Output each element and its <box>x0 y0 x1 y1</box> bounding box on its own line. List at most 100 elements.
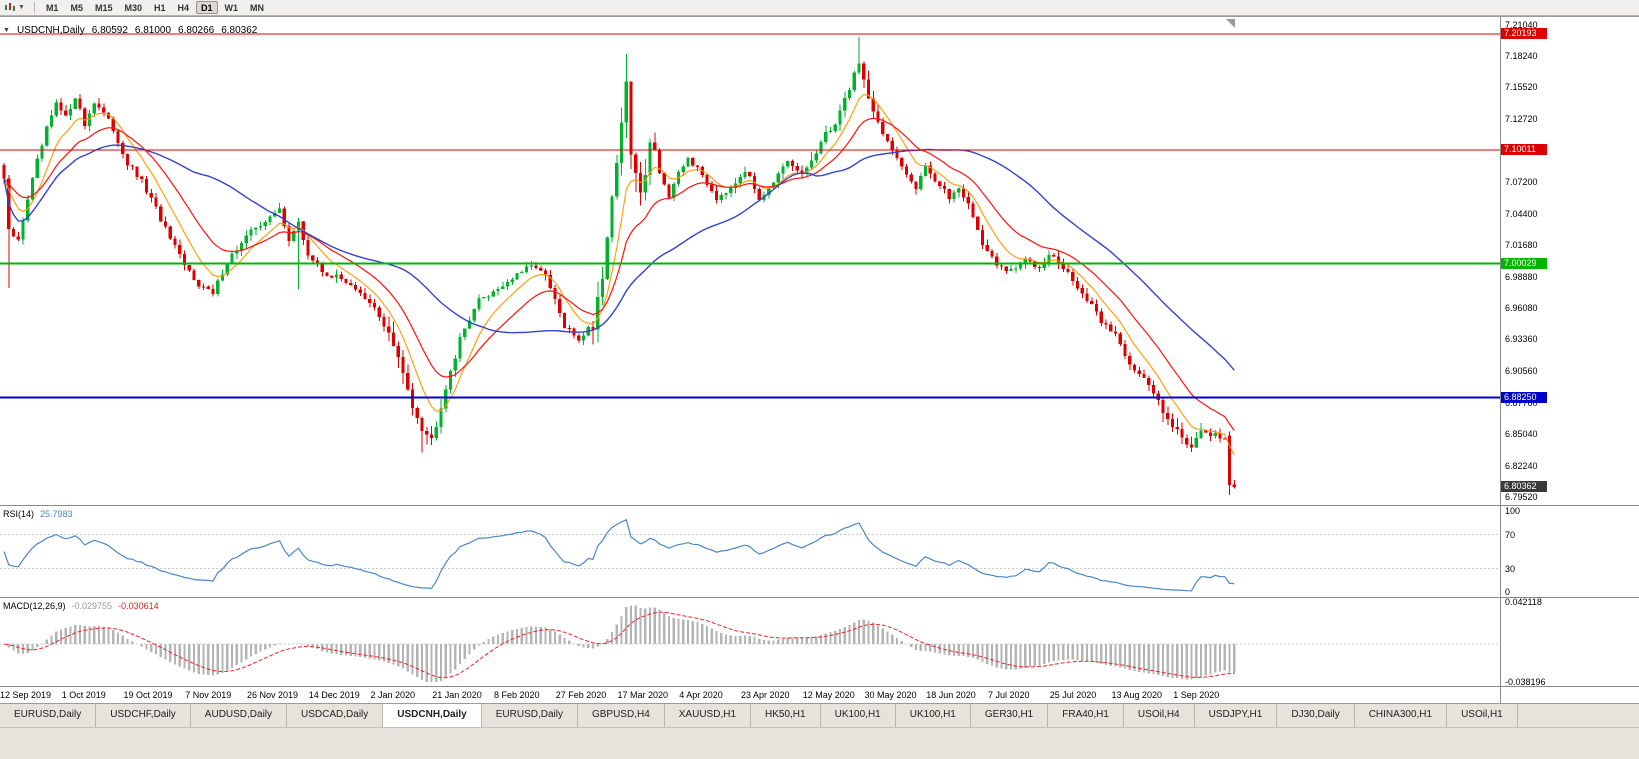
macd-histogram <box>7 605 1236 682</box>
date-axis-label: 7 Jul 2020 <box>988 690 1030 700</box>
chart-tab-6-gbpusd-h4[interactable]: GBPUSD,H4 <box>578 704 665 727</box>
chart-tab-3-usdcad-daily[interactable]: USDCAD,Daily <box>287 704 384 727</box>
timeframe-button-w1[interactable]: W1 <box>224 3 239 13</box>
rsi-line-svg <box>0 518 1500 592</box>
scroll-to-end-button[interactable] <box>1226 19 1235 28</box>
price-axis-label: 6.87760 <box>1505 398 1538 409</box>
chart-tab-15-dj30-daily[interactable]: DJ30,Daily <box>1277 704 1355 727</box>
main-chart-panel: ▼ USDCNH,Daily 6.80592 6.81000 6.80266 6… <box>0 16 1639 505</box>
toolbar-separator <box>33 2 35 13</box>
timeframe-toolbar: ▼ M1 M5 M15 M30 H1 H4 D1 W1 MN <box>0 0 1639 16</box>
ohlc-low: 6.80266 <box>178 25 215 36</box>
rsi-chart[interactable]: RSI(14) 25.7983 <box>0 506 1500 597</box>
timeframe-button-h1[interactable]: H1 <box>154 3 166 13</box>
timeframe-button-m1[interactable]: M1 <box>45 3 59 13</box>
timeframe-button-h4[interactable]: H4 <box>177 3 190 13</box>
date-axis-label: 14 Dec 2019 <box>308 690 360 700</box>
rsi-value: 25.7983 <box>40 509 73 519</box>
date-axis-label: 8 Feb 2020 <box>494 690 540 700</box>
chart-tab-16-china300-h1[interactable]: CHINA300,H1 <box>1355 704 1448 727</box>
chart-tab-12-fra40-h1[interactable]: FRA40,H1 <box>1048 704 1124 727</box>
timeframe-button-m15[interactable]: M15 <box>94 3 113 13</box>
timeframe-button-d1[interactable]: D1 <box>196 1 218 14</box>
price-level-badge: 7.00029 <box>1501 257 1547 269</box>
chart-tab-10-uk100-h1[interactable]: UK100,H1 <box>896 704 971 727</box>
date-axis-label: 13 Aug 2020 <box>1111 690 1163 700</box>
date-axis-label: 4 Apr 2020 <box>679 690 723 700</box>
date-axis-corner <box>1500 687 1639 703</box>
price-level-badge: 7.20193 <box>1501 28 1547 40</box>
macd-panel: MACD(12,26,9) -0.029755 -0.030614 0.0421… <box>0 597 1639 686</box>
date-labels: 12 Sep 2019 1 Oct 2019 19 Oct 2019 7 Nov 20… <box>0 687 1500 703</box>
macd-chart[interactable]: MACD(12,26,9) -0.029755 -0.030614 <box>0 598 1500 686</box>
chart-tab-1-usdchf-daily[interactable]: USDCHF,Daily <box>96 704 191 727</box>
rsi-label: RSI(14) 25.7983 <box>3 509 73 519</box>
candlestick-chart[interactable]: ▼ USDCNH,Daily 6.80592 6.81000 6.80266 6… <box>0 17 1500 505</box>
price-axis-label: 7.15520 <box>1505 82 1538 93</box>
timeframe-button-mn[interactable]: MN <box>250 3 265 13</box>
chart-tab-13-usoil-h4[interactable]: USOil,H4 <box>1124 704 1195 727</box>
symbol-dropdown-icon[interactable]: ▼ <box>3 27 10 34</box>
rsi-axis-label: 100 <box>1505 506 1521 516</box>
price-axis-label: 7.04400 <box>1505 208 1538 219</box>
chart-title: USDCNH,Daily <box>16 25 85 36</box>
chart-tab-9-uk100-h1[interactable]: UK100,H1 <box>821 704 896 727</box>
macd-axis-max: 0.042118 <box>1505 598 1542 607</box>
candle-layer <box>2 37 1236 495</box>
date-axis-label: 19 Oct 2019 <box>123 690 173 700</box>
chart-tab-11-ger30-h1[interactable]: GER30,H1 <box>971 704 1049 727</box>
date-axis-label: 21 Jan 2020 <box>432 690 482 700</box>
chart-tab-4-usdcnh-daily[interactable]: USDCNH,Daily <box>383 704 482 727</box>
rsi-axis: 100 70 30 0 <box>1500 506 1639 597</box>
date-axis-label: 25 Jul 2020 <box>1049 690 1097 700</box>
price-axis-label: 7.01680 <box>1505 239 1538 250</box>
rsi-axis-label: 70 <box>1505 529 1516 540</box>
macd-axis-min: -0.038196 <box>1505 677 1546 686</box>
date-axis-label: 17 Mar 2020 <box>617 690 669 700</box>
price-axis-label: 7.07200 <box>1505 176 1538 187</box>
chart-header: ▼ USDCNH,Daily 6.80592 6.81000 6.80266 6… <box>3 25 257 36</box>
timeframe-button-m5[interactable]: M5 <box>70 3 83 13</box>
rsi-panel: RSI(14) 25.7983 100 70 30 0 <box>0 505 1639 597</box>
date-axis-label: 2 Jan 2020 <box>370 690 416 700</box>
chart-type-icon[interactable] <box>4 2 16 13</box>
price-axis-label: 7.18240 <box>1505 51 1538 62</box>
rsi-name: RSI(14) <box>3 509 35 519</box>
price-axis-label: 7.21040 <box>1505 19 1538 30</box>
price-axis-label: 6.90560 <box>1505 366 1538 377</box>
current-price-badge: 6.80362 <box>1501 481 1547 493</box>
date-axis-label: 7 Nov 2019 <box>185 690 232 700</box>
date-axis-label: 26 Nov 2019 <box>247 690 299 700</box>
chart-tab-7-xauusd-h1[interactable]: XAUUSD,H1 <box>665 704 752 727</box>
chart-type-dropdown-icon[interactable]: ▼ <box>18 4 25 11</box>
price-axis-label: 6.82240 <box>1505 460 1538 471</box>
macd-label: MACD(12,26,9) -0.029755 -0.030614 <box>3 601 159 611</box>
rsi-axis-label: 30 <box>1505 563 1516 574</box>
price-axis-label: 6.85040 <box>1505 429 1538 440</box>
rsi-axis-label: 0 <box>1505 587 1511 597</box>
timeframe-button-m30[interactable]: M30 <box>124 3 142 13</box>
date-axis-label: 30 May 2020 <box>864 690 917 700</box>
date-axis-label: 27 Feb 2020 <box>555 690 607 700</box>
chart-tab-5-eurusd-daily[interactable]: EURUSD,Daily <box>482 704 578 727</box>
date-axis-label: 1 Oct 2019 <box>61 690 106 700</box>
chart-tab-8-hk50-h1[interactable]: HK50,H1 <box>751 704 821 727</box>
ohlc-high: 6.81000 <box>134 25 172 36</box>
date-axis-label: 1 Sep 2020 <box>1173 690 1220 700</box>
price-axis-label: 7.12720 <box>1505 114 1538 125</box>
chart-tab-0-eurusd-daily[interactable]: EURUSD,Daily <box>0 704 97 727</box>
date-axis-label: 23 Apr 2020 <box>741 690 790 700</box>
candlestick-chart-svg <box>0 33 1500 495</box>
date-axis-label: 12 May 2020 <box>802 690 855 700</box>
price-axis-label: 6.79520 <box>1505 491 1538 502</box>
chart-tab-2-audusd-daily[interactable]: AUDUSD,Daily <box>191 704 288 727</box>
macd-main-value: -0.029755 <box>71 601 113 611</box>
price-axis-label: 6.93360 <box>1505 334 1538 345</box>
date-axis-label: 18 Jun 2020 <box>926 690 976 700</box>
macd-name: MACD(12,26,9) <box>3 601 66 611</box>
chart-tab-17-usoil-h1[interactable]: USOil,H1 <box>1447 704 1518 727</box>
status-strip <box>0 727 1639 759</box>
price-level-badge: 6.88250 <box>1501 391 1547 403</box>
macd-signal-value: -0.030614 <box>118 601 159 611</box>
chart-tab-14-usdjpy-h1[interactable]: USDJPY,H1 <box>1195 704 1278 727</box>
